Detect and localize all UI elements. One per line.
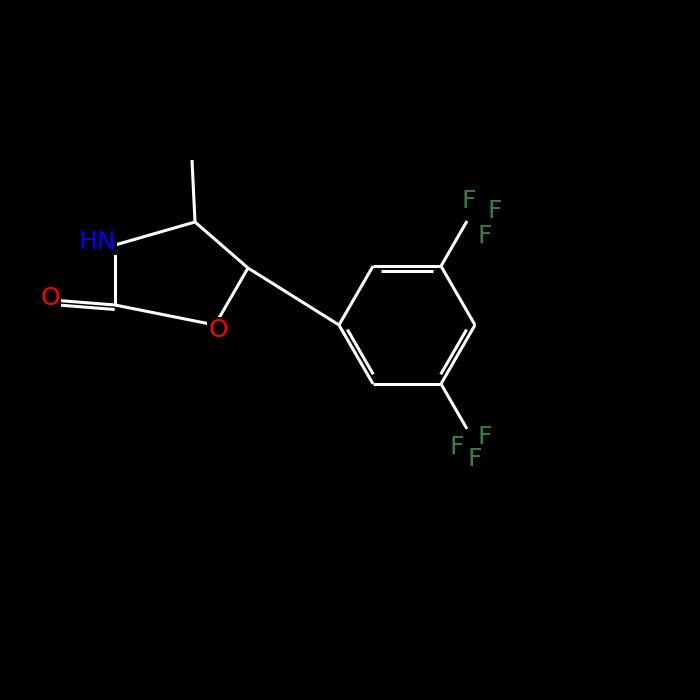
Text: O: O bbox=[40, 286, 60, 310]
Text: F: F bbox=[468, 447, 482, 471]
Text: O: O bbox=[208, 318, 228, 342]
Text: F: F bbox=[462, 189, 476, 213]
Text: F: F bbox=[449, 435, 464, 459]
Text: F: F bbox=[488, 199, 503, 223]
Text: F: F bbox=[477, 224, 492, 248]
Text: F: F bbox=[477, 425, 492, 449]
Text: HN: HN bbox=[78, 230, 116, 254]
